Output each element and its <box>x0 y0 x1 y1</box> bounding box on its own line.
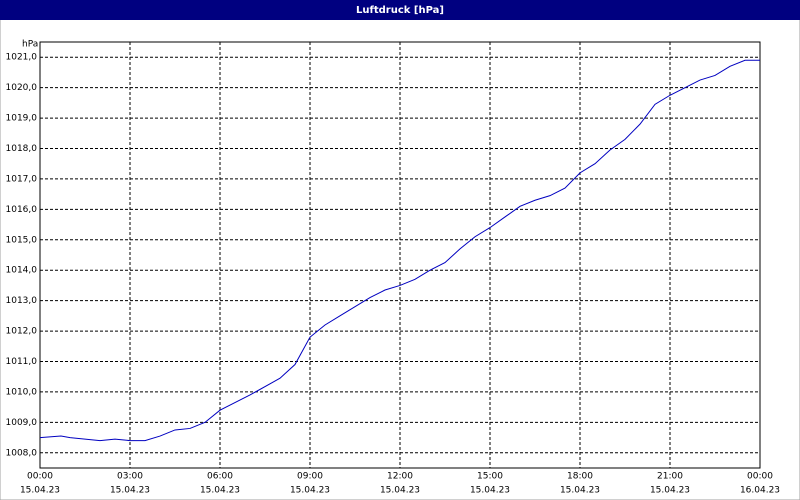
x-tick-label: 03:00 <box>117 472 143 482</box>
y-tick-label: 1010,0 <box>6 387 38 397</box>
x-tick-label: 18:00 <box>567 472 593 482</box>
y-tick-label: 1014,0 <box>6 266 38 276</box>
y-tick-label: 1009,0 <box>6 418 38 428</box>
x-tick-label: 21:00 <box>657 472 683 482</box>
y-tick-label: 1020,0 <box>6 83 38 93</box>
y-tick-label: 1011,0 <box>6 357 38 367</box>
y-axis-label: hPa <box>22 40 38 50</box>
x-tick-date: 15.04.23 <box>110 486 150 496</box>
y-tick-label: 1018,0 <box>6 144 38 154</box>
x-tick-label: 00:00 <box>747 472 773 482</box>
x-tick-date: 15.04.23 <box>650 486 690 496</box>
y-tick-label: 1012,0 <box>6 327 38 337</box>
x-tick-label: 00:00 <box>27 472 53 482</box>
x-tick-label: 06:00 <box>207 472 233 482</box>
x-tick-date: 15.04.23 <box>380 486 420 496</box>
y-tick-label: 1019,0 <box>6 114 38 124</box>
chart-title: Luftdruck [hPa] <box>356 5 444 16</box>
y-tick-label: 1013,0 <box>6 296 38 306</box>
y-tick-label: 1021,0 <box>6 53 38 63</box>
x-tick-date: 15.04.23 <box>20 486 60 496</box>
x-tick-label: 09:00 <box>297 472 323 482</box>
y-tick-label: 1008,0 <box>6 448 38 458</box>
x-tick-date: 15.04.23 <box>470 486 510 496</box>
x-tick-date: 15.04.23 <box>290 486 330 496</box>
x-tick-date: 15.04.23 <box>200 486 240 496</box>
x-tick-date: 16.04.23 <box>740 486 780 496</box>
x-tick-date: 15.04.23 <box>560 486 600 496</box>
y-tick-label: 1015,0 <box>6 235 38 245</box>
y-tick-label: 1017,0 <box>6 174 38 184</box>
x-tick-label: 15:00 <box>477 472 503 482</box>
y-tick-label: 1016,0 <box>6 205 38 215</box>
title-bar <box>0 0 800 20</box>
x-tick-label: 12:00 <box>387 472 413 482</box>
data-line <box>39 59 760 442</box>
